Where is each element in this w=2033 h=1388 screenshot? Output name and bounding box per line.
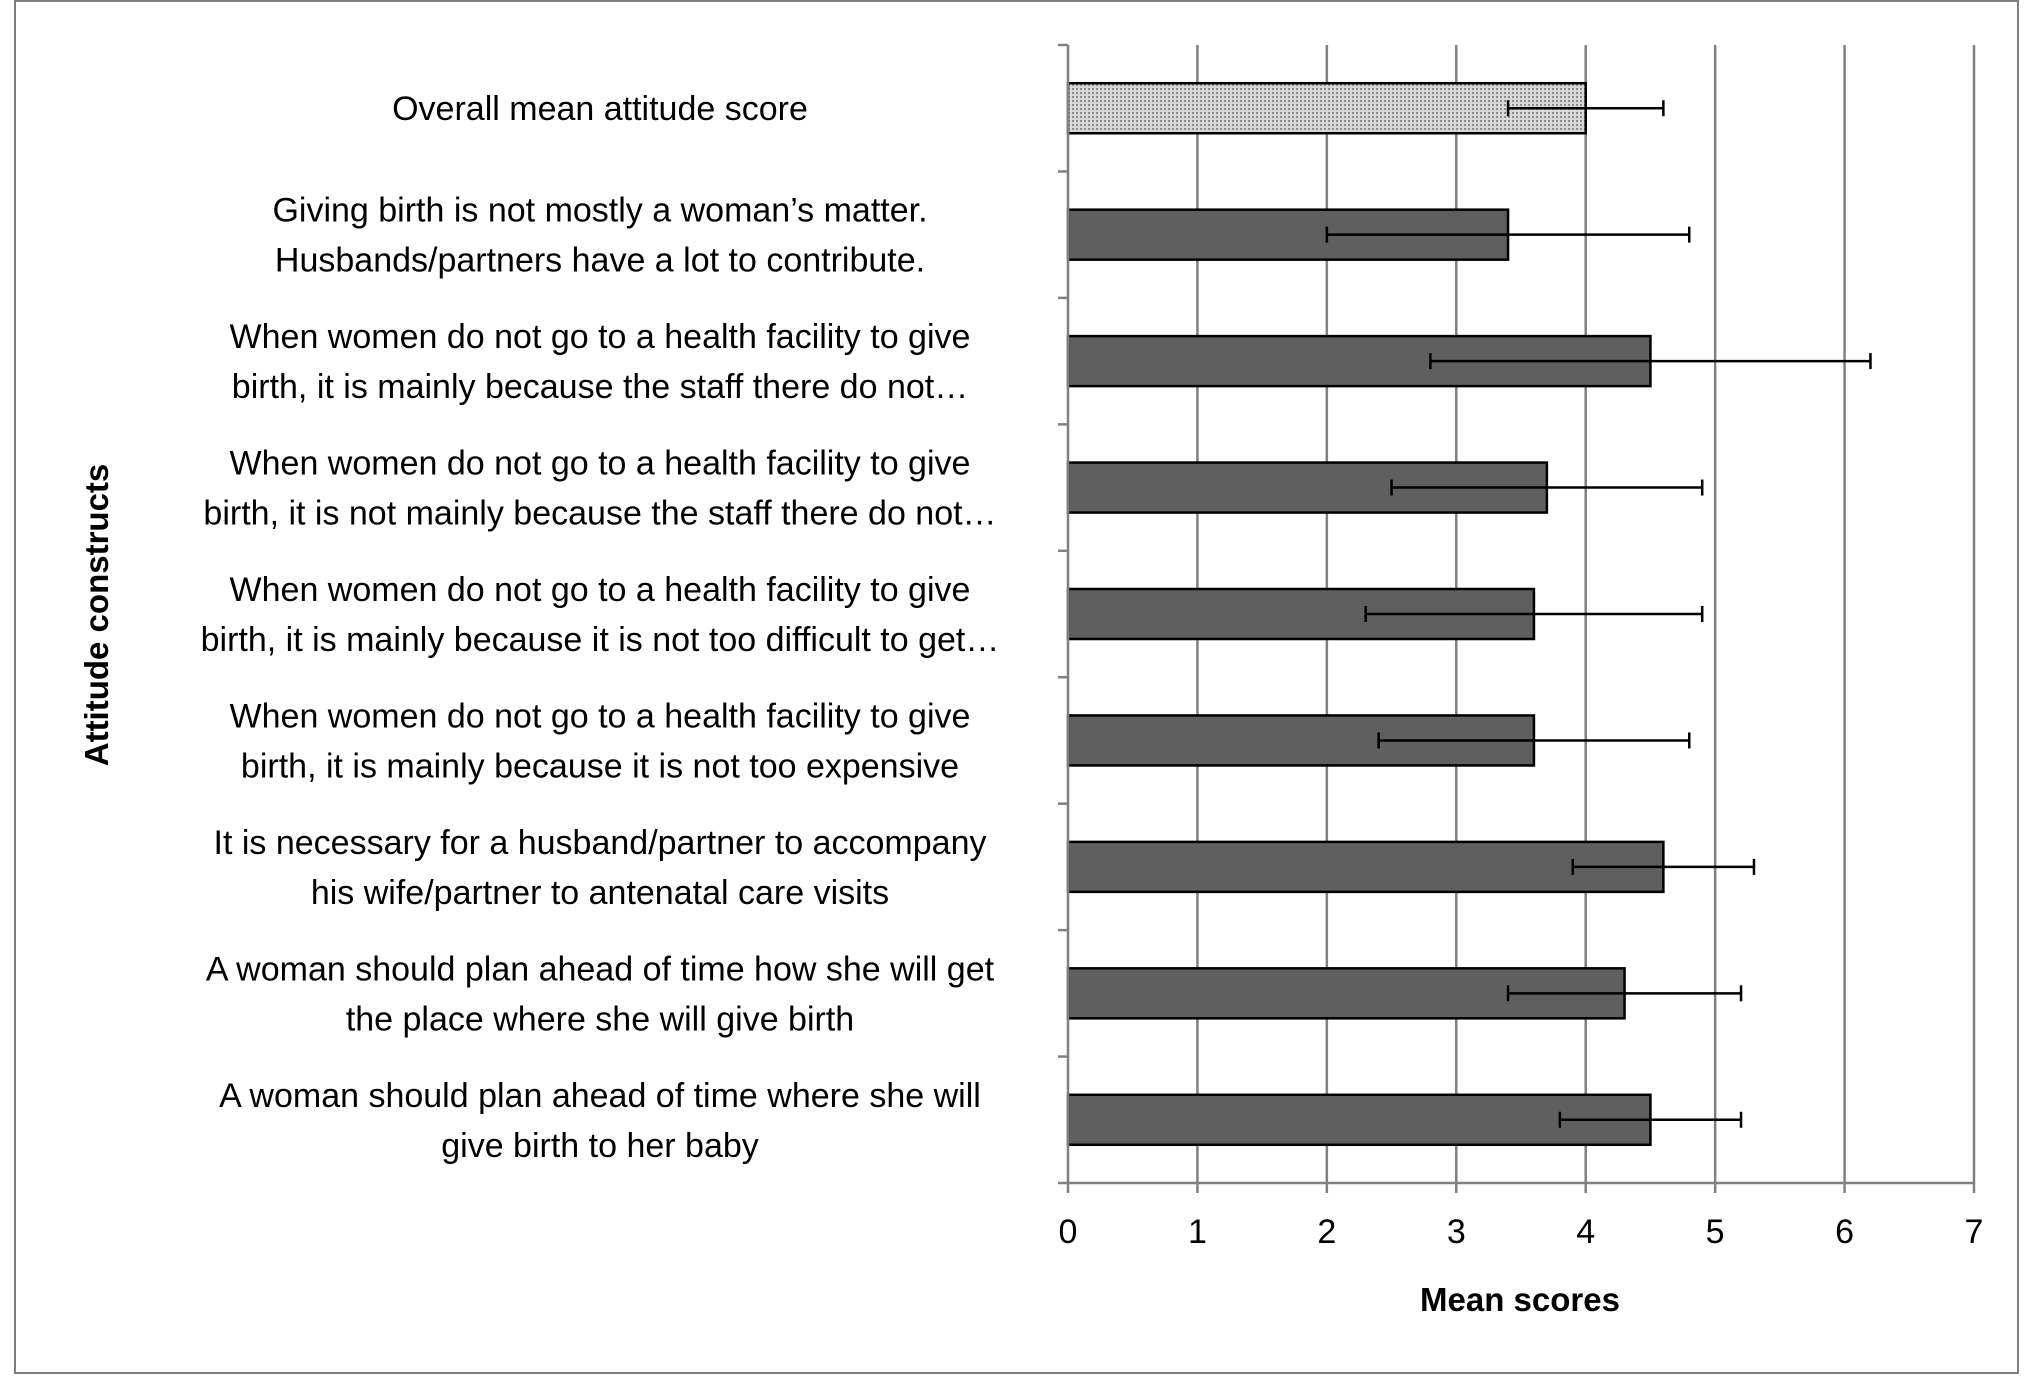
error-bar-7 bbox=[1506, 985, 1743, 1002]
error-bar-6 bbox=[1571, 858, 1756, 875]
x-tick-label-3: 3 bbox=[1447, 1213, 1466, 1251]
category-label-line: Giving birth is not mostly a woman’s mat… bbox=[272, 192, 927, 230]
category-label-2: When women do not go to a health facilit… bbox=[230, 318, 971, 406]
category-label-line: give birth to her baby bbox=[441, 1127, 759, 1165]
x-axis-title: Mean scores bbox=[1420, 1281, 1620, 1318]
category-label-line: When women do not go to a health facilit… bbox=[230, 445, 971, 483]
x-tick-label-7: 7 bbox=[1965, 1213, 1984, 1251]
category-label-line: When women do not go to a health facilit… bbox=[230, 571, 971, 609]
category-label-line: Overall mean attitude score bbox=[392, 90, 808, 128]
error-bar-8 bbox=[1558, 1111, 1743, 1128]
category-labels: Overall mean attitude score Giving birth … bbox=[201, 90, 1000, 1165]
x-tick-label-0: 0 bbox=[1059, 1213, 1078, 1251]
category-label-line: A woman should plan ahead of time where … bbox=[219, 1077, 981, 1115]
x-tick-label-4: 4 bbox=[1576, 1213, 1595, 1251]
x-tick-label-5: 5 bbox=[1706, 1213, 1725, 1251]
category-label-line: birth, it is mainly because the staff th… bbox=[232, 368, 968, 406]
error-bar-5 bbox=[1377, 732, 1691, 749]
category-label-8: A woman should plan ahead of time where … bbox=[219, 1077, 981, 1165]
error-bar-0 bbox=[1506, 100, 1665, 117]
error-bar-4 bbox=[1364, 606, 1704, 622]
category-label-7: A woman should plan ahead of time how sh… bbox=[206, 950, 995, 1038]
error-bar-2 bbox=[1429, 353, 1872, 370]
error-bars bbox=[1325, 100, 1872, 1128]
axes: 0 1 2 3 4 5 6 7 bbox=[1058, 43, 1984, 1251]
category-label-line: his wife/partner to antenatal care visit… bbox=[311, 874, 889, 912]
category-label-line: the place where she will give birth bbox=[346, 1000, 854, 1038]
y-axis-title: Attitude constructs bbox=[78, 464, 115, 767]
category-label-line: When women do not go to a health facilit… bbox=[230, 318, 971, 356]
category-label-line: Husbands/partners have a lot to contribu… bbox=[275, 242, 925, 280]
error-bar-1 bbox=[1325, 226, 1691, 243]
error-bar-3 bbox=[1390, 479, 1704, 496]
category-label-line: A woman should plan ahead of time how sh… bbox=[206, 950, 995, 988]
chart-frame bbox=[14, 0, 2019, 1374]
category-label-0: Overall mean attitude score bbox=[392, 90, 808, 128]
category-label-line: When women do not go to a health facilit… bbox=[230, 697, 971, 735]
category-label-line: birth, it is mainly because it is not to… bbox=[241, 747, 959, 785]
category-label-4: When women do not go to a health facilit… bbox=[201, 571, 1000, 659]
category-label-5: When women do not go to a health facilit… bbox=[230, 697, 971, 785]
category-label-3: When women do not go to a health facilit… bbox=[203, 445, 996, 533]
category-label-1: Giving birth is not mostly a woman’s mat… bbox=[272, 192, 927, 280]
bars bbox=[1066, 81, 1665, 1147]
x-tick-label-6: 6 bbox=[1835, 1213, 1854, 1251]
category-label-line: It is necessary for a husband/partner to… bbox=[214, 824, 987, 862]
bar-0 bbox=[1066, 81, 1587, 135]
category-label-6: It is necessary for a husband/partner to… bbox=[214, 824, 987, 912]
x-tick-label-1: 1 bbox=[1188, 1213, 1207, 1251]
category-label-line: birth, it is mainly because it is not to… bbox=[201, 621, 1000, 659]
category-label-line: birth, it is not mainly because the staf… bbox=[203, 495, 996, 533]
x-tick-label-2: 2 bbox=[1317, 1213, 1336, 1251]
